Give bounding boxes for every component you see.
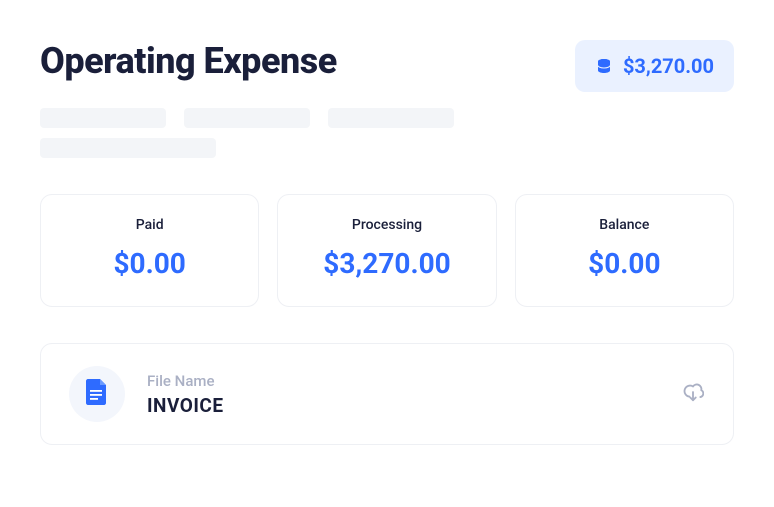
skeleton-block [40,108,166,128]
cloud-download-icon [682,381,704,407]
stat-label: Processing [288,217,485,233]
file-meta: File Name INVOICE [147,372,659,417]
skeleton-block [184,108,310,128]
skeleton-block [40,138,216,158]
expense-card: Operating Expense $3,270.00 Paid $0.00 [0,0,774,507]
stat-value: $3,270.00 [288,247,485,280]
skeleton-row-1 [40,108,734,128]
total-amount: $3,270.00 [623,54,714,78]
header-row: Operating Expense $3,270.00 [40,40,734,92]
file-label: File Name [147,372,659,390]
file-name: INVOICE [147,394,659,417]
file-icon-wrap [69,366,125,422]
skeleton-row-2 [40,138,734,158]
stat-card-balance: Balance $0.00 [515,194,734,307]
stat-label: Paid [51,217,248,233]
document-icon [86,379,108,409]
file-row: File Name INVOICE [40,343,734,445]
download-button[interactable] [681,382,705,406]
total-pill: $3,270.00 [575,40,734,92]
coins-icon [595,57,613,75]
stat-value: $0.00 [526,247,723,280]
page-title: Operating Expense [40,40,337,82]
stat-card-paid: Paid $0.00 [40,194,259,307]
skeleton-block [328,108,454,128]
stat-value: $0.00 [51,247,248,280]
stat-card-processing: Processing $3,270.00 [277,194,496,307]
stats-row: Paid $0.00 Processing $3,270.00 Balance … [40,194,734,307]
stat-label: Balance [526,217,723,233]
